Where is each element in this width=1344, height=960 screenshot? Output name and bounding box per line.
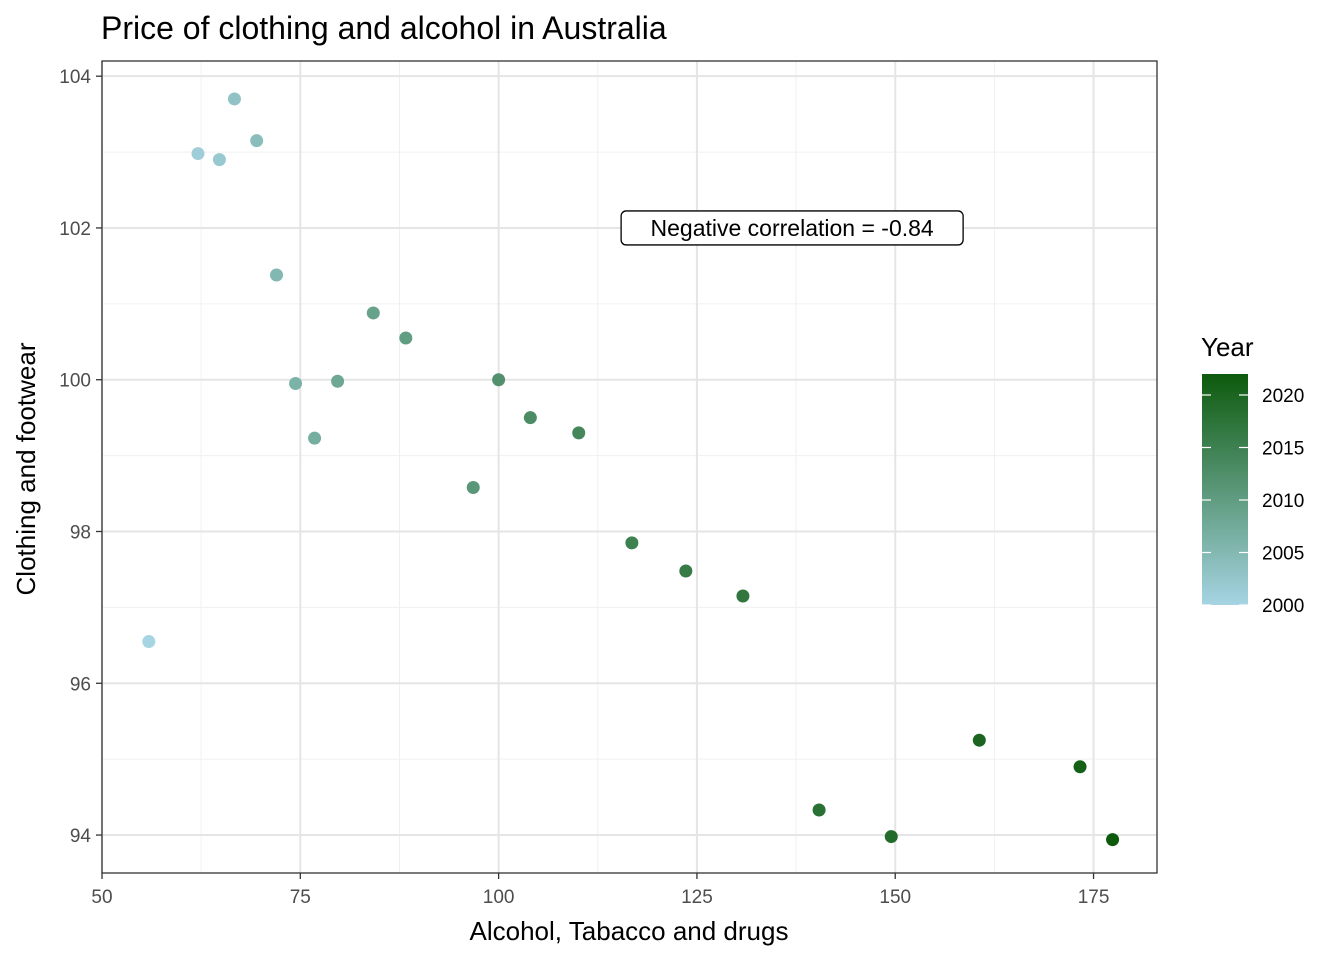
data-point [523,411,537,425]
x-tick-label: 75 [290,887,311,908]
y-tick-label: 96 [70,674,91,695]
data-point [331,374,345,388]
data-point [250,134,264,148]
plot-panel-border [101,60,1158,874]
data-point [1073,760,1087,774]
legend-colorbar [1202,374,1248,605]
x-tick-label: 175 [1078,887,1110,908]
data-point [227,92,241,106]
y-tick-label: 100 [59,371,91,392]
data-point [884,830,898,844]
x-axis-title: Alcohol, Tabacco and drugs [470,916,789,946]
data-point [366,306,380,320]
legend-title: Year [1201,332,1254,362]
data-point [270,268,284,282]
data-point [289,377,303,391]
chart-title: Price of clothing and alcohol in Austral… [101,10,667,46]
y-tick-label: 102 [59,219,91,240]
data-point [142,635,156,649]
data-point [1106,833,1120,847]
data-points [142,92,1120,847]
data-point [972,733,986,747]
legend-ticks: 2000 2005 2010 2015 2020 [1202,386,1304,617]
legend: Year 2000 2005 2010 2015 2020 [1201,332,1304,617]
data-point [736,589,750,603]
x-tick-label: 125 [681,887,713,908]
data-point [812,803,826,817]
data-point [399,331,413,345]
legend-tick-label: 2010 [1262,491,1304,512]
annotation-label: Negative correlation = -0.84 [620,210,964,246]
x-tick-label: 150 [879,887,911,908]
legend-tick-label: 2000 [1262,596,1304,617]
minor-gridlines [102,61,1157,873]
y-axis-title: Clothing and footwear [11,342,41,595]
y-tick-label: 98 [70,523,91,544]
y-axis: 94 96 98 100 102 104 [59,67,102,847]
data-point [212,153,226,167]
data-point [625,536,639,550]
y-tick-label: 94 [70,826,92,847]
annotation-text: Negative correlation = -0.84 [651,215,934,241]
y-tick-label: 104 [59,67,91,88]
data-point [492,373,506,387]
x-axis: 50 75 100 125 150 175 [91,873,1109,908]
legend-tick-label: 2005 [1262,544,1304,565]
data-point [466,480,480,494]
legend-tick-label: 2015 [1262,439,1304,460]
plot-panel [102,61,1157,873]
annotation-box [620,210,964,246]
x-tick-label: 100 [483,887,515,908]
data-point [572,426,586,440]
x-tick-label: 50 [91,887,112,908]
legend-tick-label: 2020 [1262,386,1304,407]
data-point [191,147,205,161]
data-point [308,431,322,445]
data-point [679,564,693,578]
